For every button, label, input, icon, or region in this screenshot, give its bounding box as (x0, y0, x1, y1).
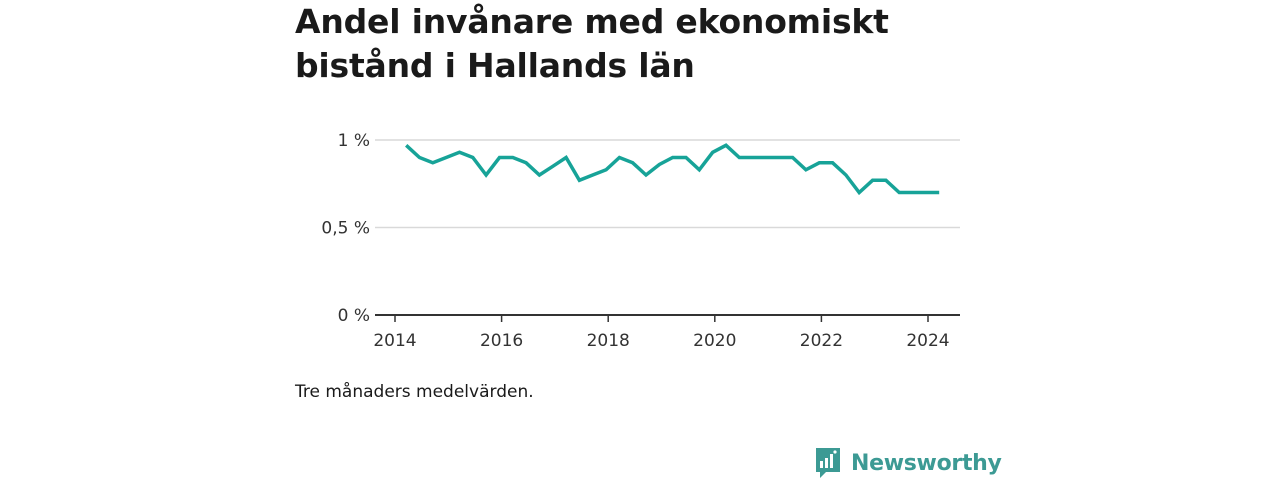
brand[interactable]: Newsworthy (814, 446, 1002, 480)
newsworthy-logo-icon (816, 448, 840, 478)
x-tick-label: 2024 (906, 331, 949, 351)
chart-title-line-2: bistånd i Hallands län (295, 46, 695, 85)
brand-name: Newsworthy (851, 450, 1002, 476)
x-tick-label: 2014 (373, 331, 416, 351)
y-tick-label: 0 % (338, 306, 370, 326)
x-tick-label: 2022 (800, 331, 843, 351)
y-tick-label: 0,5 % (321, 219, 370, 239)
chart-title: Andel invånare med ekonomiskt bistånd i … (295, 0, 1015, 88)
chart-caption: Tre månaders medelvärden. (295, 382, 534, 402)
x-tick-label: 2016 (480, 331, 523, 351)
series-line (405, 143, 940, 196)
x-tick-label: 2018 (587, 331, 630, 351)
y-tick-label: 1 % (338, 131, 370, 151)
chart-title-line-1: Andel invånare med ekonomiskt (295, 2, 889, 41)
x-tick-label: 2020 (693, 331, 736, 351)
